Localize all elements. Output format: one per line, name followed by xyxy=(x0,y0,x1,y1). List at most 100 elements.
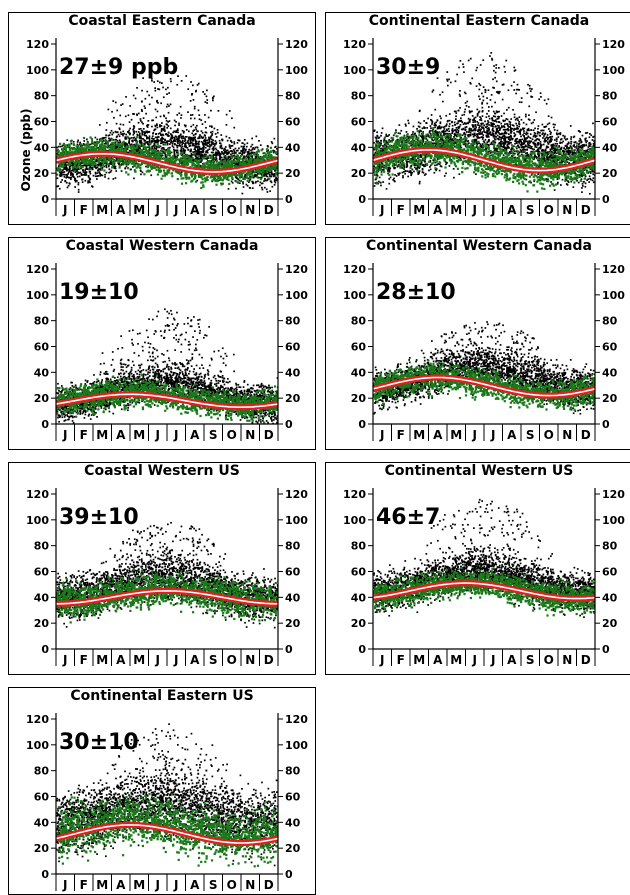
observed-point xyxy=(151,140,154,142)
observed-point xyxy=(549,149,551,151)
observed-point xyxy=(255,154,258,157)
observed-point xyxy=(475,146,477,148)
observed-point xyxy=(144,130,147,133)
observed-point xyxy=(155,123,158,126)
observed-point xyxy=(209,136,211,138)
observed-point xyxy=(191,143,194,145)
observed-point xyxy=(205,89,208,91)
observed-point xyxy=(91,157,94,160)
observed-point xyxy=(193,107,195,109)
modeled-point xyxy=(184,181,187,184)
observed-point xyxy=(199,160,202,163)
modeled-point xyxy=(90,140,93,143)
observed-point xyxy=(189,142,192,144)
observed-point xyxy=(209,109,212,111)
observed-point xyxy=(245,145,248,147)
observed-point xyxy=(79,158,82,160)
modeled-point xyxy=(241,171,244,174)
modeled-point xyxy=(106,142,109,145)
observed-point xyxy=(273,149,275,152)
observed-point xyxy=(218,157,221,160)
observed-point xyxy=(176,141,179,144)
observed-point xyxy=(235,149,237,152)
observed-point xyxy=(80,161,83,164)
observed-point xyxy=(95,138,98,140)
observed-point xyxy=(177,122,180,124)
modeled-point xyxy=(105,144,108,148)
modeled-point xyxy=(235,153,238,156)
modeled-point xyxy=(209,162,212,165)
observed-point xyxy=(132,177,135,179)
y-tick-label-left: 120 xyxy=(26,38,49,51)
observed-point xyxy=(202,146,204,149)
observed-point xyxy=(134,145,136,147)
modeled-point xyxy=(227,182,230,185)
modeled-point xyxy=(117,160,121,163)
modeled-point xyxy=(234,164,237,167)
modeled-point xyxy=(79,142,82,145)
observed-point xyxy=(154,139,157,141)
modeled-point xyxy=(74,161,77,164)
observed-point xyxy=(193,150,196,153)
modeled-point xyxy=(266,151,269,154)
modeled-point xyxy=(128,160,131,163)
modeled-point xyxy=(56,169,59,172)
observed-point xyxy=(125,162,127,165)
y-tick-label-right: 20 xyxy=(285,167,301,180)
observed-point xyxy=(241,192,243,194)
observed-point xyxy=(208,143,211,145)
observed-point xyxy=(256,146,258,148)
observed-point xyxy=(148,130,150,133)
observed-point xyxy=(211,138,214,141)
observed-point xyxy=(98,172,101,174)
modeled-point xyxy=(186,158,189,161)
observed-point xyxy=(64,180,66,182)
observed-point xyxy=(160,141,163,144)
y-tick-label-left: 80 xyxy=(33,89,49,102)
observed-point xyxy=(74,167,77,170)
modeled-point xyxy=(88,167,92,170)
observed-point xyxy=(162,140,165,143)
observed-point xyxy=(93,165,95,168)
observed-point xyxy=(152,137,155,140)
observed-point xyxy=(150,152,152,154)
modeled-point xyxy=(142,154,145,157)
observed-point xyxy=(70,169,72,172)
modeled-point xyxy=(104,145,107,148)
observed-point xyxy=(146,146,149,148)
observed-point xyxy=(229,153,232,155)
observed-point xyxy=(175,130,178,133)
modeled-point xyxy=(169,160,172,163)
observed-point xyxy=(128,133,131,135)
modeled-point xyxy=(241,158,244,162)
observed-point xyxy=(510,127,513,130)
observed-point xyxy=(261,182,263,184)
observed-point xyxy=(172,150,175,153)
observed-point xyxy=(148,169,151,172)
modeled-point xyxy=(75,158,78,161)
observed-point xyxy=(96,163,99,166)
modeled-point xyxy=(77,146,80,149)
modeled-point xyxy=(233,173,236,176)
observed-point xyxy=(206,148,209,151)
observed-point xyxy=(152,129,155,131)
observed-point xyxy=(116,145,118,148)
observed-point xyxy=(114,130,116,132)
observed-point xyxy=(272,175,275,177)
observed-point xyxy=(99,167,102,170)
observed-point xyxy=(468,133,471,135)
observed-point xyxy=(71,175,74,177)
modeled-point xyxy=(245,162,248,165)
observed-point xyxy=(141,137,144,140)
modeled-point xyxy=(68,163,71,166)
observed-point xyxy=(515,137,518,140)
modeled-point xyxy=(243,162,246,165)
modeled-point xyxy=(240,173,243,176)
observed-point xyxy=(107,171,110,173)
observed-point xyxy=(187,130,190,132)
observed-point xyxy=(194,141,197,144)
modeled-point xyxy=(59,153,63,156)
observed-point xyxy=(58,187,61,190)
modeled-point xyxy=(143,150,146,153)
observed-point xyxy=(173,124,176,126)
